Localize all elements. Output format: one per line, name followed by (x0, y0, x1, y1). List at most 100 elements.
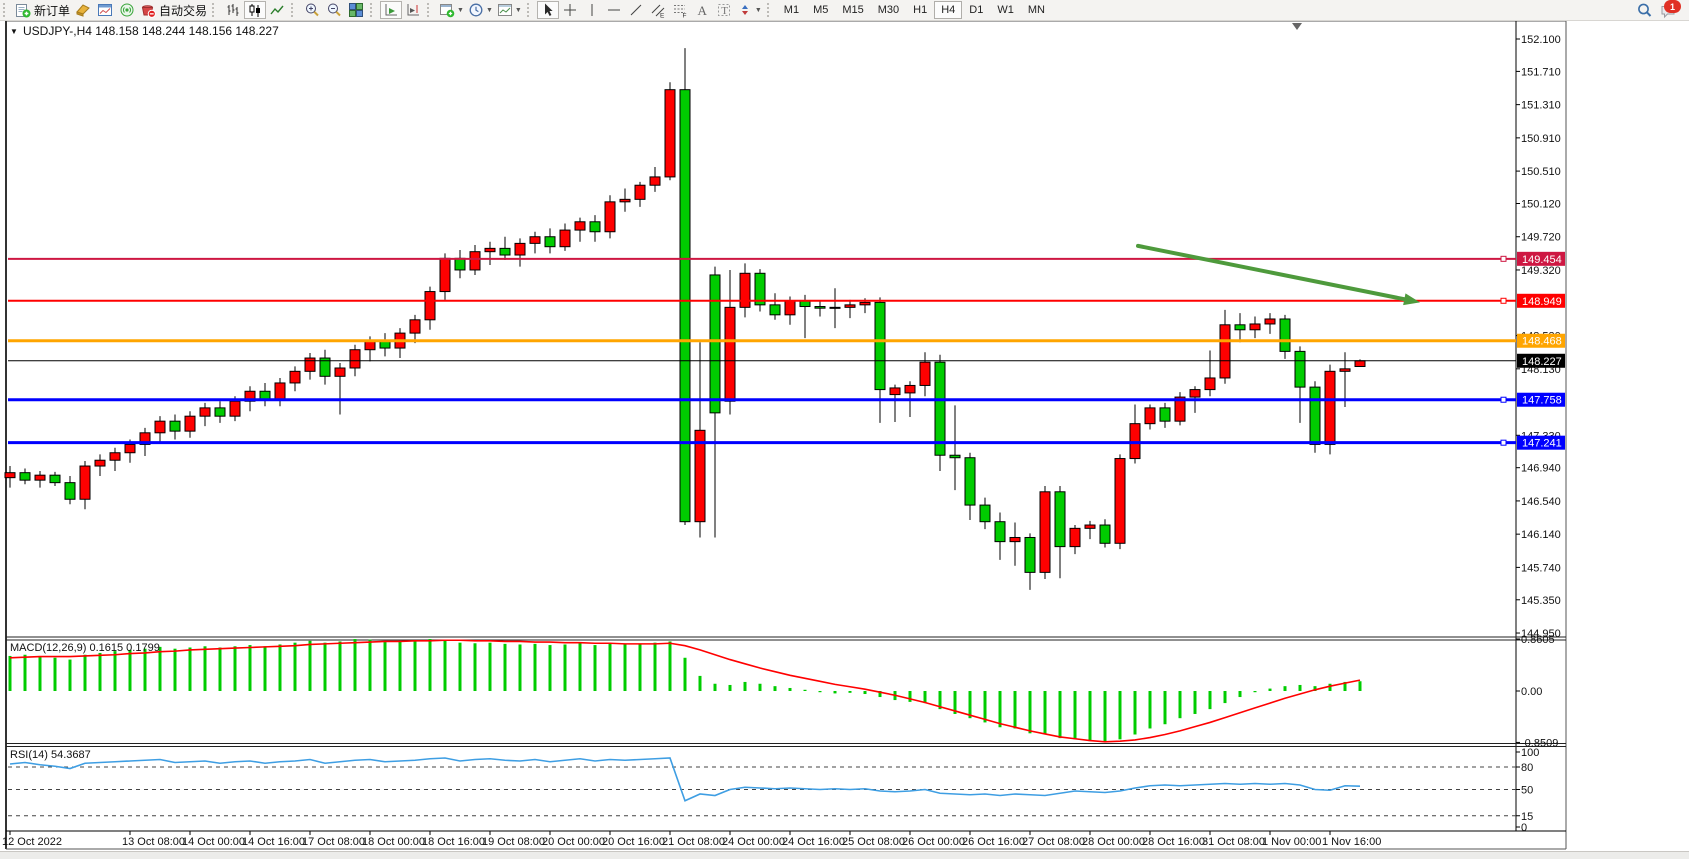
new-chart-button[interactable]: ▼ (437, 1, 466, 19)
bars-chart-button[interactable] (222, 1, 244, 19)
price-line-handle[interactable] (1500, 439, 1507, 446)
notifications-button[interactable]: 1 (1655, 0, 1681, 19)
timeframe-button-W1[interactable]: W1 (990, 1, 1021, 19)
candle-body (754, 272, 766, 306)
dropdown-caret[interactable]: ▼ (514, 6, 522, 14)
candle-body (949, 454, 961, 459)
price-badge-149.454: 149.454 (1517, 251, 1565, 266)
timeframe-button-D1[interactable]: D1 (962, 1, 990, 19)
clock-icon (469, 3, 483, 17)
zoom-in-button[interactable] (301, 1, 323, 19)
metaeditor-button[interactable] (72, 1, 94, 19)
price-tick-label: 145.740 (1521, 562, 1561, 574)
periodicity-button[interactable]: ▼ (466, 1, 495, 19)
timeframe-button-M5[interactable]: M5 (806, 1, 835, 19)
symbol-dropdown-arrow: ▼ (10, 27, 18, 36)
candle-body (154, 420, 166, 434)
candle-body (1324, 370, 1336, 445)
templates-icon (497, 4, 512, 16)
toolbar-grip[interactable] (370, 3, 376, 17)
chart-window-button[interactable] (94, 1, 116, 19)
auto-scroll-button[interactable] (380, 1, 403, 19)
price-badge-text: 148.468 (1522, 336, 1562, 348)
candle-body (1294, 350, 1306, 388)
chart-shift-button[interactable] (402, 1, 424, 19)
chart-shift-marker[interactable] (1292, 23, 1302, 30)
macd-label: MACD(12,26,9) 0.1615 0.1799 (10, 642, 160, 654)
candle-body (499, 247, 511, 256)
candle (769, 293, 781, 320)
toolbar-grip[interactable] (3, 3, 9, 17)
timeframe-button-H1[interactable]: H1 (906, 1, 934, 19)
vertical-line-button[interactable] (581, 1, 603, 19)
new-order-icon (16, 4, 31, 18)
timeframe-button-M15[interactable]: M15 (835, 1, 870, 19)
timeframe-button-MN[interactable]: MN (1021, 1, 1052, 19)
candlestick-chart-button[interactable] (244, 1, 267, 19)
time-tick-label: 26 Oct 00:00 (902, 836, 965, 848)
price-line-handle[interactable] (1500, 297, 1507, 304)
templates-button[interactable]: ▼ (495, 1, 524, 19)
trend-arrow-shaft[interactable] (1136, 243, 1407, 302)
candle (559, 223, 571, 251)
candle-body (829, 306, 841, 309)
text-label-button[interactable]: T (713, 1, 735, 19)
candle-body (289, 370, 301, 384)
timeframe-button-M1[interactable]: M1 (777, 1, 806, 19)
dropdown-caret[interactable]: ▼ (457, 6, 464, 14)
toolbar-grip[interactable] (766, 3, 773, 17)
price-badge-148.949: 148.949 (1517, 293, 1565, 308)
trend-arrow-head[interactable] (1403, 293, 1420, 306)
timeframe-button-H4[interactable]: H4 (934, 1, 963, 19)
candlestick-series (4, 48, 1366, 590)
autotrading-button[interactable]: 自动交易 (138, 1, 209, 19)
notification-badge[interactable]: 1 (1664, 0, 1681, 13)
candle (214, 401, 226, 423)
dropdown-caret[interactable]: ▼ (485, 6, 493, 14)
toolbar-grip[interactable] (427, 3, 433, 17)
equidistant-channel-button[interactable]: E (647, 1, 669, 19)
line-chart-button[interactable] (266, 1, 288, 19)
horizontal-line-button[interactable] (603, 1, 625, 19)
candle-body (844, 304, 856, 308)
signals-button[interactable] (116, 1, 138, 19)
candle-body (544, 236, 556, 248)
crosshair-button[interactable] (559, 1, 581, 19)
new-order-button[interactable]: 新订单 (13, 1, 72, 19)
time-tick-label: 12 Oct 2022 (2, 836, 62, 848)
dropdown-caret[interactable]: ▼ (754, 6, 762, 14)
candle-body (1249, 323, 1261, 331)
candle (844, 299, 856, 319)
candle (949, 405, 961, 491)
price-line-handle[interactable] (1500, 396, 1507, 403)
toolbar-grip[interactable] (212, 3, 218, 17)
text-button[interactable]: A (691, 1, 713, 19)
price-tick-label: 146.140 (1521, 529, 1561, 541)
price-line-handle[interactable] (1500, 255, 1507, 262)
equidistant-channel-icon: E (651, 4, 665, 18)
tile-windows-button[interactable] (345, 1, 367, 19)
trend-arrow-annotation[interactable] (1136, 243, 1420, 306)
candle (469, 245, 481, 275)
price-badge-text: 149.454 (1522, 254, 1562, 266)
candle (79, 461, 91, 510)
candle (649, 166, 661, 192)
cursor-button[interactable] (536, 1, 559, 19)
search-button[interactable] (1633, 1, 1655, 19)
candle (664, 82, 676, 181)
timeframe-button-M30[interactable]: M30 (871, 1, 906, 19)
fibonacci-button[interactable]: F (669, 1, 691, 19)
candle (529, 231, 541, 254)
toolbar-grip[interactable] (526, 3, 533, 17)
arrows-button[interactable]: ▼ (735, 1, 764, 19)
zoom-out-button[interactable] (323, 1, 345, 19)
price-tick-label: 145.350 (1521, 595, 1561, 607)
candle-body (1024, 536, 1036, 573)
candle (1204, 350, 1216, 397)
time-tick-label: 31 Oct 08:00 (1202, 836, 1265, 848)
candle-body (1189, 389, 1201, 398)
toolbar-grip[interactable] (291, 3, 297, 17)
time-tick-label: 20 Oct 00:00 (542, 836, 605, 848)
trendline-button[interactable] (625, 1, 647, 19)
